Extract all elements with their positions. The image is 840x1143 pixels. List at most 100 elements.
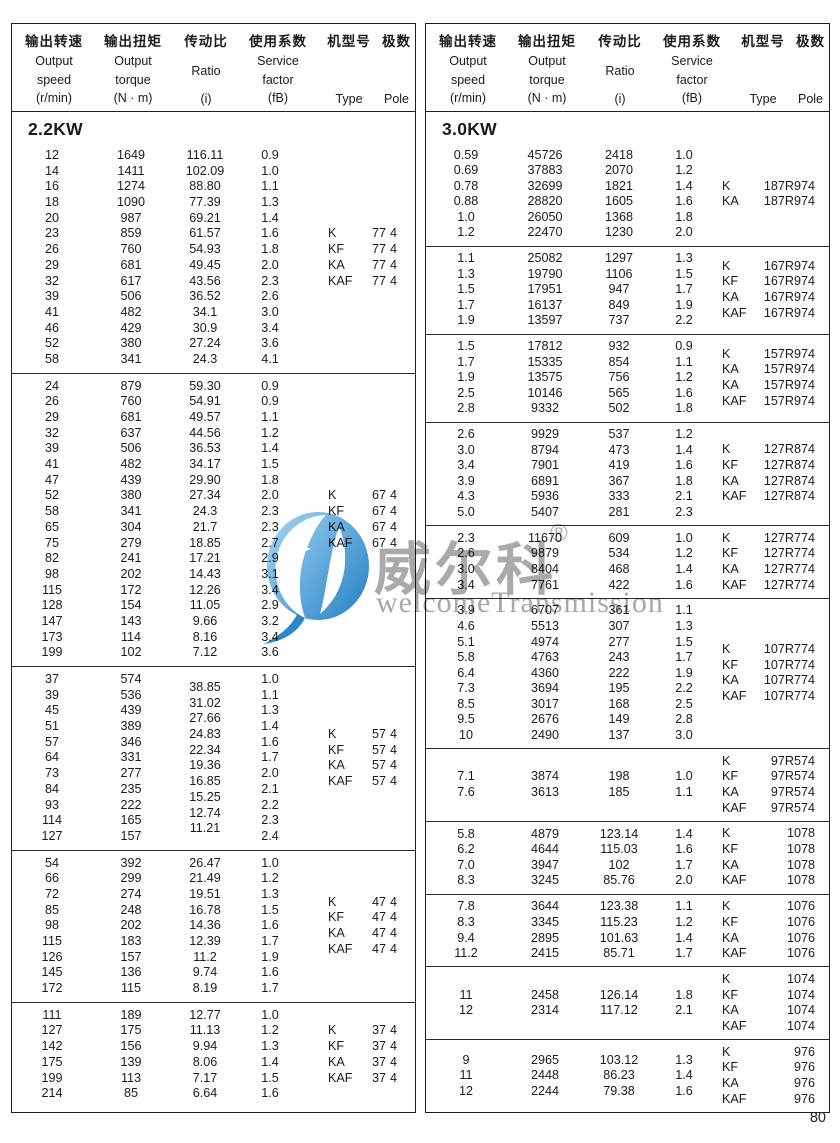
type-row: KA 157R97 4 — [714, 362, 815, 378]
type-row: KA 107 4 — [714, 1003, 815, 1019]
pole-value: 8 — [808, 842, 816, 857]
torque-cell: 32699 — [527, 178, 563, 193]
pole-value: 4 — [808, 530, 816, 545]
type-row: KA 67 4 — [300, 520, 397, 536]
service-factor-cell: 3.6 — [261, 336, 279, 351]
ratio-cell: 88.80 — [189, 179, 221, 194]
service-factor-cell: 1.6 — [675, 458, 693, 473]
type-row: KAF 157R97 4 — [714, 394, 815, 410]
type-model: 107 — [786, 1018, 808, 1033]
spec-block: 9 2965 103.12 1.3 11 2448 86.23 1.4 12 2244 79.38 1… — [426, 1039, 829, 1112]
ratio-cell: 149 — [608, 712, 630, 727]
pole-value: 4 — [389, 742, 397, 757]
torque-cell: 4879 — [530, 826, 560, 841]
type-label: KA 57 — [328, 758, 386, 774]
speed-cell: 52 — [44, 336, 59, 351]
speed-cell: 199 — [41, 1070, 63, 1085]
speed-cell: 1.9 — [457, 313, 475, 328]
type-prefix: KF — [722, 914, 739, 929]
type-label: KA 107 — [722, 1003, 808, 1019]
torque-cell: 2448 — [530, 1068, 560, 1083]
pole-value: 4 — [808, 577, 816, 592]
table-row: 2.6 9879 534 1.2 — [426, 546, 714, 562]
col-label-en: Service — [257, 54, 299, 69]
table-row: 127 175 11.13 1.2 — [12, 1023, 300, 1039]
torque-cell: 341 — [120, 351, 142, 366]
type-label: K 107 — [722, 826, 808, 842]
speed-cell: 0.69 — [453, 163, 479, 178]
speed-cell: 66 — [44, 871, 59, 886]
pole-value: 4 — [808, 290, 816, 305]
speed-cell: 1.9 — [457, 370, 475, 385]
spec-block: 111 189 12.77 1.0 127 175 11.13 1.2 142 156 9.94 1.… — [12, 1001, 415, 1107]
col-label-en: speed — [450, 72, 486, 87]
ratio-cell: 77.39 — [189, 195, 221, 210]
table-row: 58 341 24.3 2.3 — [12, 504, 300, 520]
service-factor-cell: 1.0 — [261, 855, 279, 870]
service-factor-cell: 2.0 — [261, 766, 279, 781]
table-row: 46 429 30.9 3.4 — [12, 321, 300, 337]
service-factor-cell: 2.3 — [261, 504, 279, 519]
pole-value: 4 — [808, 987, 816, 1002]
speed-cell: 20 — [44, 210, 59, 225]
speed-cell: 4.3 — [457, 489, 475, 504]
type-list: K 107R77 4 KF 107R77 4 KA 107R77 4 KAF 107R77 4 — [714, 642, 840, 705]
type-row: KA 127R77 4 — [714, 562, 815, 578]
type-label: K 107 — [722, 972, 808, 988]
speed-cell: 41 — [44, 304, 59, 319]
data-rows: 111 189 12.77 1.0 127 175 11.13 1.2 142 156 9.94 1.… — [12, 1008, 300, 1102]
type-model: 157R97 — [763, 393, 808, 408]
table-row: 75 279 18.85 2.7 — [12, 536, 300, 552]
table-row: 147 143 9.66 3.2 — [12, 614, 300, 630]
pole-value: 6 — [808, 914, 816, 929]
speed-cell: 2.5 — [457, 385, 475, 400]
type-label: KA 187R97 — [722, 194, 808, 210]
type-model: 97 — [793, 1060, 808, 1075]
service-factor-cell: 2.3 — [261, 519, 279, 534]
speed-cell: 5.0 — [457, 504, 475, 519]
ratio-cell: 367 — [608, 473, 630, 488]
speed-cell: 29 — [44, 410, 59, 424]
type-row: KF 127R87 4 — [714, 458, 815, 474]
table-row: 54 392 26.47 1.0 — [12, 856, 300, 872]
pole-value: 4 — [808, 274, 816, 289]
torque-cell: 2895 — [530, 930, 560, 945]
table-row: 5.1 4974 277 1.5 — [426, 635, 714, 651]
speed-cell: 32 — [44, 425, 59, 440]
table-row: 0.59 45726 2418 1.0 — [426, 148, 714, 164]
service-factor-cell: 2.1 — [261, 781, 279, 796]
torque-cell: 136 — [120, 965, 142, 980]
table-row: 7.1 3874 198 1.0 — [426, 769, 714, 785]
service-factor-cell: 2.0 — [675, 873, 693, 888]
pole-value: 4 — [389, 1039, 397, 1054]
speed-cell: 2.8 — [457, 401, 475, 416]
torque-cell: 183 — [120, 934, 142, 948]
torque-cell: 380 — [120, 336, 142, 351]
speed-cell: 127 — [41, 1023, 63, 1038]
type-row: KA 167R97 4 — [714, 290, 815, 306]
table-row: 23 859 61.57 1.6 — [12, 226, 300, 242]
torque-cell: 439 — [120, 472, 142, 487]
type-model: 107 — [786, 930, 808, 945]
ratio-cell: 43.56 — [189, 273, 221, 288]
table-row: 6.2 4644 115.03 1.6 — [426, 842, 714, 858]
speed-cell: 3.0 — [457, 561, 475, 576]
service-factor-cell: 1.5 — [675, 634, 693, 649]
type-model: 67 — [371, 504, 386, 519]
col-label-en: Output — [35, 54, 73, 69]
torque-cell: 17951 — [527, 282, 563, 297]
speed-cell: 127 — [41, 828, 63, 843]
spec-block: 12 1649 116.11 0.9 14 1411 102.09 1.0 16 1274 88.8… — [12, 143, 415, 373]
col-label-en: Ratio — [605, 63, 635, 78]
torque-cell: 17812 — [527, 339, 563, 354]
spec-table-3-0kw: 输出转速 Output speed (r/min) 输出扭矩 Output to… — [425, 23, 830, 1113]
service-factor-cell: 2.7 — [261, 535, 279, 550]
type-row: KF 107R77 4 — [714, 658, 815, 674]
speed-cell: 7.8 — [457, 899, 475, 914]
type-list: K 47 4 KF 47 4 KA 47 4 KAF 47 4 — [300, 895, 415, 958]
ratio-cell: 19.36 — [189, 758, 221, 773]
pole-value: 4 — [808, 194, 816, 209]
pole-value: 4 — [389, 758, 397, 773]
ratio-cell: 1230 — [604, 225, 634, 240]
type-model: 97 — [793, 1076, 808, 1091]
